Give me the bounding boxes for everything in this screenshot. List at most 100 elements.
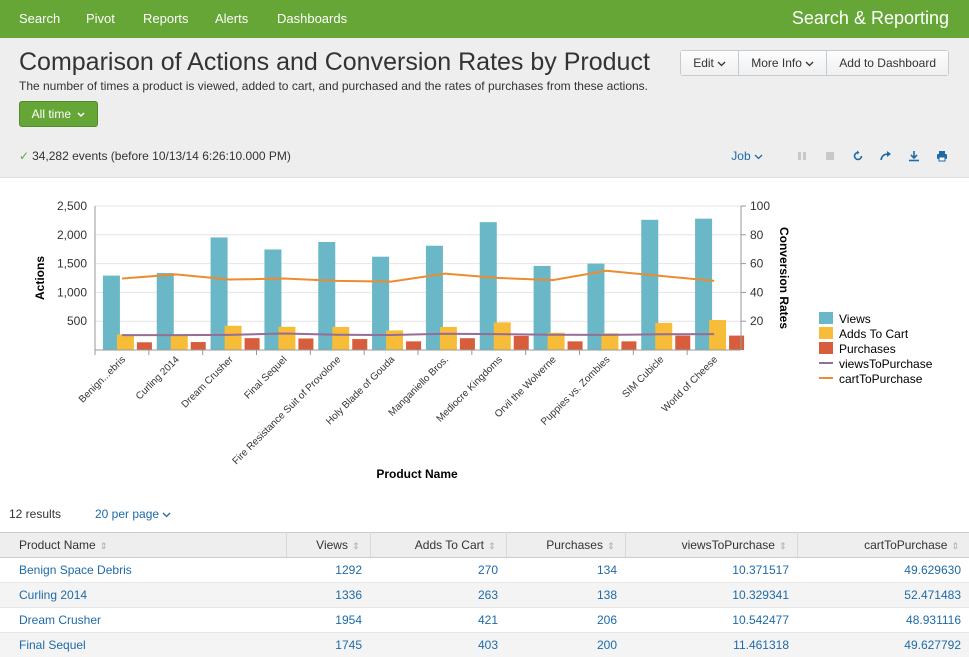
report-header: Comparison of Actions and Conversion Rat… bbox=[0, 38, 969, 178]
nav-pivot[interactable]: Pivot bbox=[86, 11, 115, 26]
refresh-icon[interactable] bbox=[851, 149, 865, 163]
sort-icon: ⇕ bbox=[351, 541, 360, 551]
bar-views bbox=[587, 263, 605, 350]
sort-icon: ⇕ bbox=[951, 541, 959, 551]
per-page-label: 20 per page bbox=[95, 507, 160, 521]
y2-axis-title: Conversion Rates bbox=[777, 227, 791, 329]
cell-views-to-purchase[interactable]: 10.329341 bbox=[625, 582, 797, 608]
cell-adds-to-cart[interactable]: 263 bbox=[370, 582, 506, 608]
table-row[interactable]: Dream Crusher 1954 421 206 10.542477 48.… bbox=[0, 607, 969, 633]
bar-adds-to-cart bbox=[170, 334, 188, 350]
events-status: ✓ 34,282 events (before 10/13/14 6:26:10.… bbox=[19, 149, 291, 163]
legend-label: Purchases bbox=[839, 342, 896, 356]
bar-purchases bbox=[244, 338, 260, 350]
cell-views[interactable]: 1336 bbox=[286, 582, 370, 608]
cell-cart-to-purchase[interactable]: 52.471483 bbox=[797, 582, 969, 608]
print-icon[interactable] bbox=[935, 149, 949, 163]
nav-alerts[interactable]: Alerts bbox=[215, 11, 249, 26]
nav-search[interactable]: Search bbox=[19, 11, 61, 26]
table-row[interactable]: Curling 2014 1336 263 138 10.329341 52.4… bbox=[0, 582, 969, 608]
share-icon[interactable] bbox=[879, 149, 893, 163]
bar-purchases bbox=[675, 335, 691, 350]
cell-views[interactable]: 1745 bbox=[286, 632, 370, 657]
cell-views-to-purchase[interactable]: 11.461318 bbox=[625, 632, 797, 657]
table-row[interactable]: Final Sequel 1745 403 200 11.461318 49.6… bbox=[0, 632, 969, 657]
line-carttopurchase bbox=[121, 269, 715, 283]
x-tick-label: Benign...ebris bbox=[77, 354, 128, 405]
bar-views bbox=[318, 242, 336, 350]
x-tick-label: SIM Cubicle bbox=[620, 354, 666, 400]
line-viewstopurchase bbox=[121, 332, 715, 337]
bar-views bbox=[264, 249, 282, 350]
cell-cart-to-purchase[interactable]: 48.931116 bbox=[797, 607, 969, 633]
table-header: Product Name ⇕ Views ⇕ Adds To Cart ⇕ Purch… bbox=[0, 532, 969, 558]
bar-adds-to-cart bbox=[655, 322, 673, 350]
results-table: Product Name ⇕ Views ⇕ Adds To Cart ⇕ Purch… bbox=[0, 532, 969, 657]
bar-adds-to-cart bbox=[493, 322, 511, 350]
bar-views bbox=[102, 275, 120, 350]
col-label: Product Name bbox=[19, 538, 96, 552]
bar-views bbox=[156, 273, 174, 350]
chevron-down-icon bbox=[717, 61, 726, 67]
sort-icon: ⇕ bbox=[99, 541, 108, 551]
col-purchases[interactable]: Purchases ⇕ bbox=[506, 532, 626, 558]
chevron-down-icon bbox=[754, 154, 763, 160]
pause-icon[interactable] bbox=[795, 149, 809, 163]
y-tick-label: 1,500 bbox=[57, 257, 87, 271]
col-views-to-purchase[interactable]: viewsToPurchase ⇕ bbox=[625, 532, 798, 558]
x-axis-title: Product Name bbox=[376, 467, 458, 481]
cell-views-to-purchase[interactable]: 10.542477 bbox=[625, 607, 797, 633]
col-label: viewsToPurchase bbox=[681, 538, 775, 552]
bar-views bbox=[695, 218, 713, 350]
cell-purchases[interactable]: 200 bbox=[506, 632, 625, 657]
col-cart-to-purchase[interactable]: cartToPurchase ⇕ bbox=[797, 532, 969, 558]
cell-purchases[interactable]: 206 bbox=[506, 607, 625, 633]
bar-views bbox=[479, 222, 497, 350]
cell-purchases[interactable]: 134 bbox=[506, 557, 625, 583]
cell-adds-to-cart[interactable]: 403 bbox=[370, 632, 506, 657]
x-tick-label: Fire Resistance Suit of Provolone bbox=[231, 354, 344, 467]
events-count: 34,282 events (before 10/13/14 6:26:10.0… bbox=[32, 149, 291, 163]
sort-icon: ⇕ bbox=[606, 541, 615, 551]
bar-adds-to-cart bbox=[278, 326, 296, 350]
col-adds-to-cart[interactable]: Adds To Cart ⇕ bbox=[370, 532, 507, 558]
table-row[interactable]: Benign Space Debris 1292 270 134 10.3715… bbox=[0, 557, 969, 583]
cell-product[interactable]: Dream Crusher bbox=[0, 607, 286, 633]
stop-icon[interactable] bbox=[823, 149, 837, 163]
col-label: Purchases bbox=[546, 538, 603, 552]
chart-canvas: 500 1,000 1,500 2,000 2,500 20 40 60 80 100 Benign… bbox=[33, 199, 933, 481]
bar-purchases bbox=[567, 341, 583, 350]
per-page-select[interactable]: 20 per page bbox=[95, 507, 171, 521]
cell-cart-to-purchase[interactable]: 49.629630 bbox=[797, 557, 969, 583]
cell-views[interactable]: 1954 bbox=[286, 607, 370, 633]
bar-purchases bbox=[298, 338, 314, 350]
legend-label: viewsToPurchase bbox=[839, 357, 933, 371]
check-icon: ✓ bbox=[19, 149, 30, 163]
bar-purchases bbox=[621, 341, 637, 350]
cell-cart-to-purchase[interactable]: 49.627792 bbox=[797, 632, 969, 657]
y-axis-title: Actions bbox=[33, 256, 47, 300]
cell-views[interactable]: 1292 bbox=[286, 557, 370, 583]
cell-adds-to-cart[interactable]: 421 bbox=[370, 607, 506, 633]
cell-purchases[interactable]: 138 bbox=[506, 582, 625, 608]
col-views[interactable]: Views ⇕ bbox=[286, 532, 371, 558]
cell-adds-to-cart[interactable]: 270 bbox=[370, 557, 506, 583]
top-nav: Search Pivot Reports Alerts Dashboards S… bbox=[0, 0, 969, 38]
cell-product[interactable]: Benign Space Debris bbox=[0, 557, 286, 583]
job-menu[interactable]: Job bbox=[731, 149, 763, 163]
y-tick-label: 1,000 bbox=[57, 285, 87, 299]
cell-product[interactable]: Final Sequel bbox=[0, 632, 286, 657]
col-product-name[interactable]: Product Name ⇕ bbox=[0, 532, 287, 558]
edit-button[interactable]: Edit bbox=[681, 51, 740, 75]
nav-dashboards[interactable]: Dashboards bbox=[277, 11, 348, 26]
y2-tick-label: 40 bbox=[750, 285, 764, 299]
cell-views-to-purchase[interactable]: 10.371517 bbox=[625, 557, 797, 583]
add-to-dashboard-button[interactable]: Add to Dashboard bbox=[827, 51, 948, 75]
more-info-button[interactable]: More Info bbox=[739, 51, 828, 75]
nav-reports[interactable]: Reports bbox=[143, 11, 189, 26]
time-range-button[interactable]: All time bbox=[19, 101, 98, 127]
bar-purchases bbox=[352, 339, 368, 350]
export-icon[interactable] bbox=[907, 149, 921, 163]
cell-product[interactable]: Curling 2014 bbox=[0, 582, 286, 608]
app-title[interactable]: Search & Reporting bbox=[791, 8, 949, 28]
